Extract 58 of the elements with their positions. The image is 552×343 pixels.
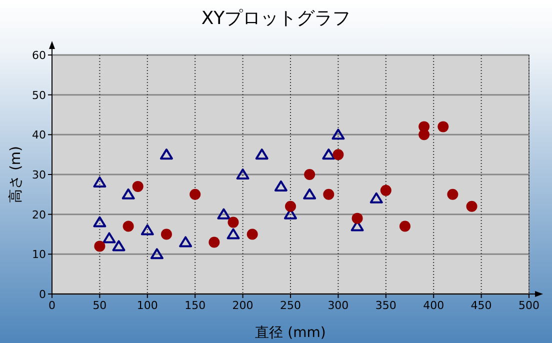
point [380, 184, 392, 196]
point [112, 240, 126, 252]
x-tick-label: 500 [518, 299, 540, 312]
point [399, 220, 410, 232]
point [93, 216, 106, 228]
y-tick-label: 40 [32, 128, 46, 142]
point [332, 149, 344, 160]
point [179, 236, 192, 248]
x-tick-label: 200 [232, 299, 254, 312]
point [236, 168, 250, 180]
point [228, 216, 239, 228]
point [217, 208, 230, 220]
point [140, 224, 154, 236]
point [285, 200, 296, 212]
x-tick-label: 450 [470, 299, 492, 312]
point [226, 228, 240, 240]
y-tick-label: 10 [32, 248, 46, 262]
point [322, 148, 336, 160]
point [255, 148, 268, 160]
point [447, 188, 458, 200]
point [303, 188, 316, 200]
point [132, 180, 144, 192]
x-tick-label: 400 [423, 299, 444, 312]
y-tick-label: 20 [32, 208, 46, 222]
x-tick-label: 150 [184, 299, 206, 312]
point [274, 180, 288, 192]
x-tick-label: 250 [280, 299, 301, 312]
y-tick-label: 0 [39, 288, 46, 301]
point [438, 121, 449, 132]
point [246, 228, 258, 240]
point [352, 212, 363, 224]
x-tick-label: 0 [48, 299, 56, 312]
x-axis-title: 直径 (mm) [255, 325, 326, 341]
point [122, 188, 135, 200]
y-tick-label: 60 [32, 49, 46, 62]
point [160, 148, 173, 160]
y-tick-label: 30 [32, 168, 46, 182]
point [190, 188, 201, 200]
point [150, 248, 164, 260]
point [323, 188, 334, 200]
x-tick-label: 100 [136, 299, 158, 312]
point [208, 236, 220, 248]
point [93, 176, 106, 188]
chart-title: XYプロットグラフ [201, 8, 351, 29]
point [304, 169, 316, 180]
y-axis-title: 高さ (m) [8, 146, 24, 204]
y-tick-label: 50 [32, 88, 46, 102]
x-tick-label: 350 [375, 299, 396, 312]
x-tick-label: 300 [328, 299, 349, 312]
point [122, 220, 134, 232]
point [94, 240, 106, 252]
x-tick-label: 50 [92, 299, 107, 312]
point [332, 128, 345, 140]
point [466, 200, 478, 212]
point [102, 232, 116, 244]
point [160, 228, 172, 240]
point [418, 129, 430, 140]
point [370, 192, 383, 204]
